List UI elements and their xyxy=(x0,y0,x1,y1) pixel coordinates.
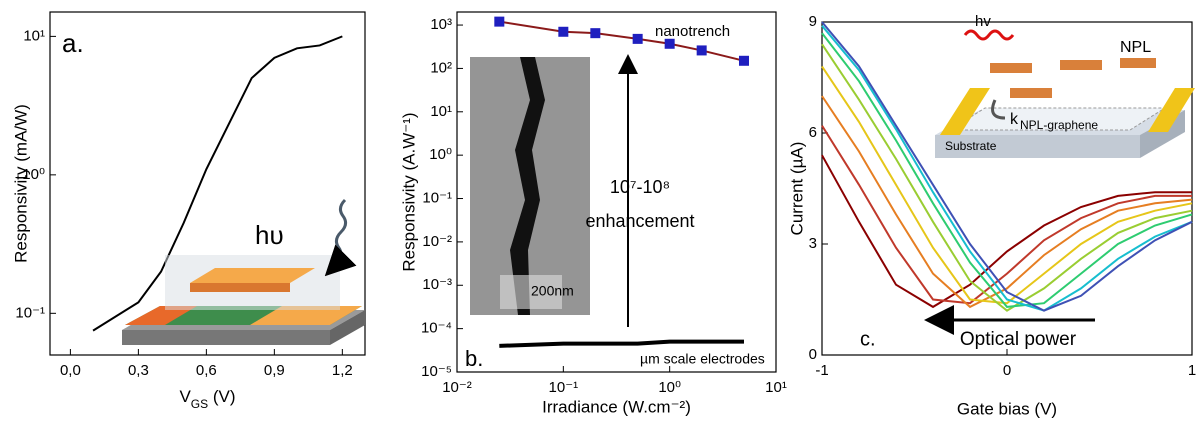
data-point xyxy=(738,55,749,66)
series-group xyxy=(92,35,343,332)
device-illustration xyxy=(122,198,365,345)
series-line xyxy=(821,25,1193,312)
y-tick-label: 10⁻³ xyxy=(422,276,452,293)
annotation: 10⁷-10⁸ xyxy=(610,177,670,197)
plot-frame xyxy=(456,11,777,373)
annotation: NPL-graphene xyxy=(1020,118,1098,132)
y-tick-label: 10² xyxy=(430,59,452,76)
y-tick-label: 9 xyxy=(809,13,817,30)
y-tick-label: 10¹ xyxy=(23,27,45,44)
series-line xyxy=(821,95,1193,309)
x-tick-label: 10¹ xyxy=(765,379,787,396)
data-point xyxy=(494,16,505,27)
y-tick-label: 10⁻¹ xyxy=(422,189,452,206)
data-point xyxy=(590,28,601,39)
y-tick-label: 10⁻⁴ xyxy=(421,320,452,337)
y-tick-label: 6 xyxy=(809,124,817,141)
x-axis-label-part: (V) xyxy=(208,387,235,406)
x-axis-label: Irradiance (W.cm⁻²) xyxy=(542,397,691,416)
y-tick-label: 10⁰ xyxy=(429,146,452,163)
x-axis-label: Gate bias (V) xyxy=(957,399,1057,418)
annotation: c. xyxy=(860,328,876,350)
data-point xyxy=(696,45,707,56)
y-tick-label: 10⁻¹ xyxy=(15,304,45,321)
x-tick-label: 10⁻² xyxy=(442,379,472,396)
y-tick-label: 10⁻⁵ xyxy=(421,363,452,380)
x-tick-label: -1 xyxy=(815,362,828,379)
annotation: Optical power xyxy=(960,329,1077,350)
annotation: µm scale electrodes xyxy=(640,351,765,367)
x-tick-label: 1,2 xyxy=(332,362,353,379)
annotation: 200nm xyxy=(531,283,574,299)
x-tick-label: 0,9 xyxy=(264,362,285,379)
y-axis-label: Current (µA) xyxy=(787,142,806,236)
series-line xyxy=(821,65,1193,305)
x-tick-label: 0,3 xyxy=(128,362,149,379)
series-line xyxy=(821,43,1193,312)
plot-frame xyxy=(49,11,366,356)
series-line xyxy=(499,339,744,348)
x-tick-label: 0 xyxy=(1003,362,1011,379)
x-tick-label: 1 xyxy=(1188,362,1196,379)
y-axis-label: Responsivity (A.W⁻¹) xyxy=(399,112,418,271)
annotation: b. xyxy=(465,346,483,371)
x-tick-label: 0,0 xyxy=(60,362,81,379)
y-tick-label: 0 xyxy=(809,346,817,363)
data-point xyxy=(664,38,675,49)
series-line xyxy=(821,125,1192,305)
annotation: Substrate xyxy=(945,139,997,153)
y-tick-label: 10³ xyxy=(430,16,452,33)
data-point xyxy=(558,26,569,37)
x-tick-label: 10⁰ xyxy=(658,379,681,396)
x-tick-label: 0,6 xyxy=(196,362,217,379)
annotation: enhancement xyxy=(585,211,694,231)
npl-graphene-illustration xyxy=(935,29,1195,158)
series-line xyxy=(821,154,1192,309)
series-group xyxy=(494,16,749,348)
sem-image xyxy=(470,54,638,327)
y-tick-label: 10¹ xyxy=(430,103,452,120)
y-tick-label: 3 xyxy=(809,235,817,252)
insets xyxy=(122,29,1195,345)
x-axis-label-part: GS xyxy=(191,397,208,411)
series-line xyxy=(821,21,1193,312)
annotation: k xyxy=(1010,111,1019,128)
annotation: NPL xyxy=(1120,39,1151,56)
series-group xyxy=(821,21,1193,312)
annotation: hv xyxy=(975,13,991,30)
x-axis-label: VGS (V) xyxy=(179,387,235,411)
annotation: hυ xyxy=(255,220,284,250)
annotation: nanotrench xyxy=(655,23,730,40)
x-axis-label-part: V xyxy=(179,387,191,406)
y-tick-label: 10⁰ xyxy=(22,166,45,183)
series-line xyxy=(92,35,343,332)
y-axis-label: Responsivity (mA/W) xyxy=(11,104,30,263)
series-line xyxy=(821,32,1193,308)
annotation: a. xyxy=(62,28,84,58)
y-tick-label: 10⁻² xyxy=(422,233,452,250)
data-point xyxy=(632,33,643,44)
x-tick-label: 10⁻¹ xyxy=(549,379,579,396)
